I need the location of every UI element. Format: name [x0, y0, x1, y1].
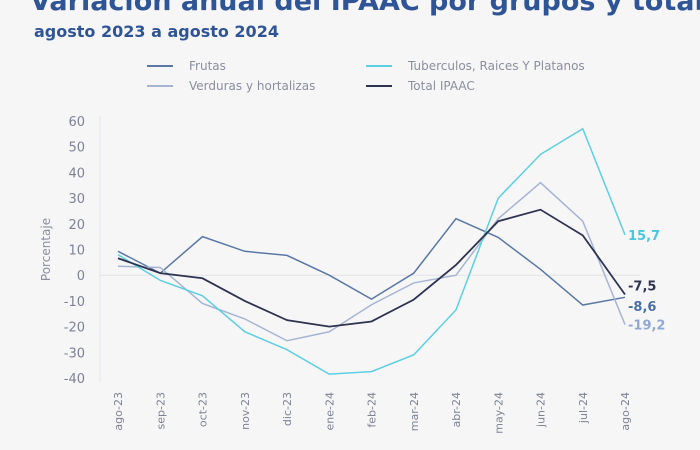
x-tick-label: abr-24: [450, 392, 463, 428]
y-axis-label: Porcentaje: [39, 218, 53, 281]
series-line-2: [117, 127, 626, 375]
y-tick-label: -10: [64, 295, 85, 310]
x-tick-label: dic-23: [281, 392, 294, 426]
x-tick-label: jul-24: [577, 392, 590, 424]
legend-label: Total IPAAC: [408, 79, 475, 93]
series-line-1: [117, 181, 626, 342]
x-tick-label: sep-23: [154, 392, 167, 429]
x-tick-label: may-24: [492, 392, 505, 434]
y-tick-label: 60: [68, 115, 85, 130]
legend-label: Verduras y hortalizas: [189, 79, 316, 93]
legend-swatch: [366, 65, 392, 67]
y-tick-label: 10: [68, 244, 85, 259]
series-line-3: [117, 208, 626, 328]
x-tick-label: ago-24: [619, 392, 632, 431]
x-tick-label: jun-24: [535, 392, 548, 428]
y-tick-label: 50: [68, 141, 85, 156]
y-tick-label: 30: [68, 192, 85, 207]
y-tick-label: -40: [64, 372, 85, 387]
chart-title: Variación anual del IPAAC por grupos y t…: [30, 0, 700, 17]
legend-swatch: [366, 85, 392, 87]
y-tick-label: 40: [68, 166, 85, 181]
x-tick-label: ene-24: [323, 392, 336, 430]
legend-item-tuberculos: Tuberculos, Raices Y Platanos: [366, 56, 585, 76]
y-tick-label: -20: [64, 321, 85, 336]
x-tick-label: oct-23: [197, 392, 210, 427]
x-tick-label: mar-24: [408, 392, 421, 431]
chart-subtitle: agosto 2023 a agosto 2024: [34, 22, 279, 41]
y-tick-label: 0: [77, 269, 85, 284]
end-data-label: -19,2: [628, 319, 665, 334]
end-data-label: -8,6: [628, 300, 656, 315]
x-tick-label: nov-23: [239, 392, 252, 430]
legend-col-1: Frutas Verduras y hortalizas: [147, 56, 315, 96]
legend-label: Tuberculos, Raices Y Platanos: [408, 59, 585, 73]
legend-swatch: [147, 65, 173, 67]
legend-item-frutas: Frutas: [147, 56, 315, 76]
legend-col-2: Tuberculos, Raices Y Platanos Total IPAA…: [366, 56, 585, 96]
legend-swatch: [147, 85, 173, 87]
y-tick-label: 20: [68, 218, 85, 233]
legend-item-total: Total IPAAC: [366, 76, 585, 96]
y-tick-label: -30: [64, 346, 85, 361]
end-data-label: -7,5: [628, 279, 656, 294]
x-tick-label: feb-24: [366, 392, 379, 428]
end-data-label: 15,7: [628, 229, 660, 244]
x-tick-label: ago-23: [112, 392, 125, 431]
legend-label: Frutas: [189, 59, 226, 73]
legend-item-verduras: Verduras y hortalizas: [147, 76, 315, 96]
